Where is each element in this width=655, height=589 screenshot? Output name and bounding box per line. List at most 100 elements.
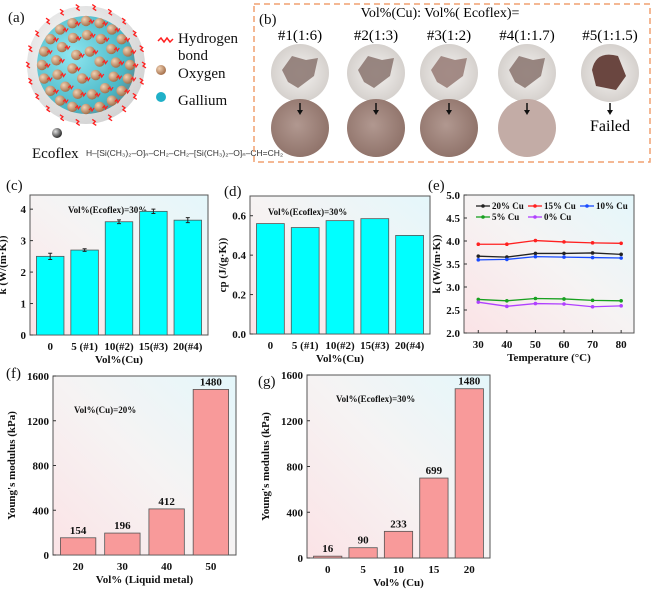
hydrogen-bond [45,17,51,25]
arrow-head-icon [524,110,530,115]
series-line [478,297,622,302]
hydrogen-bond [89,32,96,39]
oxygen-atom [81,29,93,41]
x-axis-label: Vol%(Cu) [316,353,364,365]
hydrogen-bond [58,58,65,64]
oxygen-atom [95,33,107,45]
x-tick-label: 70 [587,339,599,351]
panel-b: (b) Vol%(Cu): Vol%( Ecoflex)= #1(1:6) #2(… [253,3,651,163]
data-point [476,258,481,262]
hydrogen-bond [74,21,81,27]
bar [256,223,285,335]
data-point [562,255,566,259]
hydrogen-bond [103,36,110,43]
oxygen-atom [45,33,56,45]
oxygen-atom [122,46,134,57]
data-point [505,257,509,262]
sample-material [358,56,394,88]
oxygen-atom [67,17,78,29]
sample-photo-cured [420,99,478,157]
oxygen-icon [156,65,166,75]
bar [70,249,99,336]
failed-label: Failed [590,118,630,135]
annotation: Vol%(Ecoflex)=30% [268,207,347,217]
data-label: 16 [322,543,334,555]
data-point [590,251,595,255]
y-tick-label: 400 [287,507,304,519]
data-point [476,242,481,247]
x-tick-label: 10 [393,564,405,576]
y-axis-label: k (W/(m·K)) [431,234,443,293]
bar [360,218,390,335]
oxygen-atom [72,88,83,100]
y-tick-label: 1 [21,299,27,311]
hydrogen-bond [45,105,51,113]
hydrogen-bond [46,49,53,55]
legend-entry: 10% Cu [596,201,628,211]
hydrogen-bond [121,105,127,113]
bar [313,555,343,559]
oxygen-atom [38,73,50,84]
oxygen-atom [54,95,66,106]
hydrogen-bond [130,76,137,82]
y-tick-label: 0.4 [232,250,246,262]
oxygen-atom [36,59,48,71]
y-tick-label: 5.0 [446,190,460,202]
sample-label: #2(1:3) [354,28,398,44]
hydrogen-bond [102,104,109,111]
data-point [562,251,566,256]
panel-a: (a) Hydrogen bond Oxygen Gallium Ecoflex… [8,4,283,162]
y-tick-label: 1600 [27,371,50,383]
data-point [619,252,623,257]
hydrogen-bond [88,18,95,25]
x-tick-label: 40 [501,339,513,351]
hydrogen-bond [102,21,109,27]
panel-b-border [253,3,651,163]
y-axis-label: Young's modulus (kPa) [260,412,272,521]
hydrogen-bond [84,76,91,82]
oxygen-atom [106,24,118,35]
panel-label: (e) [428,178,445,194]
x-tick-label: 20(#4) [173,341,203,353]
y-tick-label: 0 [298,553,304,565]
bar [395,235,424,335]
oxygen-atom [80,15,92,27]
bar [383,530,414,559]
x-tick-label: 5 (#1) [292,340,319,352]
oxygen-atom [51,55,62,66]
y-tick-label: 4.0 [446,236,460,248]
sample-1: #1(1:6) [271,28,329,157]
oxygen-atom [94,17,105,29]
error-bar [82,248,87,252]
x-tick-label: 0 [325,564,331,576]
series-line [478,301,622,308]
legend-oxygen: Oxygen [178,66,226,82]
data-label: 699 [426,465,443,477]
sample-label: #1(1:6) [278,28,322,44]
hydrogen-bond [118,60,125,66]
bar [173,219,202,336]
x-tick-label: 10(#2) [104,341,134,353]
hydrogen-bond [107,8,113,16]
x-tick-label: 80 [616,339,628,351]
panel-label: (d) [224,184,242,200]
data-point [533,238,538,243]
hydrogen-bond [130,49,137,55]
y-tick-label: 0.6 [232,211,246,223]
data-label: 196 [114,520,131,532]
hydrogen-bond [44,62,51,69]
hydrogen-bond [25,61,31,69]
hydrogen-bond [107,114,113,122]
data-label: 154 [70,525,87,537]
y-tick-label: 3 [21,236,27,248]
data-point [619,241,623,246]
bar [148,508,185,556]
x-tick-label: 20(#4) [395,340,425,352]
hydrogen-bond [141,61,147,69]
oxygen-atom [116,85,127,97]
sample-photos: #1(1:6) #2(1:3) #3(1:2) #4(1:1.7) #5(1:1.5) F… [271,28,639,157]
hydrogen-bond [124,88,131,95]
x-tick-label: 60 [559,339,571,351]
charts: (c) 0 1 2 3 4 k (W/(m·K)) Vol%(Cu) Vol%(Ecoflex)… [0,178,635,589]
